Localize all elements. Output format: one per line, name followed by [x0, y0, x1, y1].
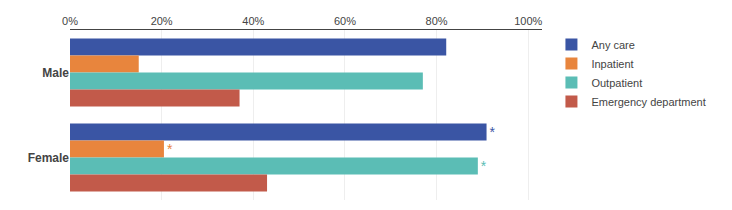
svg-text:*: *	[167, 141, 173, 157]
svg-text:*: *	[481, 158, 487, 174]
svg-text:Male: Male	[42, 66, 69, 80]
svg-text:Inpatient: Inpatient	[591, 58, 633, 70]
svg-text:Any care: Any care	[591, 39, 634, 51]
svg-text:60%: 60%	[334, 15, 356, 27]
svg-text:Emergency department: Emergency department	[591, 96, 705, 108]
svg-text:Outpatient: Outpatient	[591, 77, 642, 89]
svg-text:Female: Female	[28, 151, 70, 165]
svg-text:100%: 100%	[514, 15, 542, 27]
svg-text:0%: 0%	[62, 15, 78, 27]
svg-text:80%: 80%	[426, 15, 448, 27]
svg-text:*: *	[490, 124, 496, 140]
svg-text:20%: 20%	[151, 15, 173, 27]
svg-text:40%: 40%	[242, 15, 264, 27]
